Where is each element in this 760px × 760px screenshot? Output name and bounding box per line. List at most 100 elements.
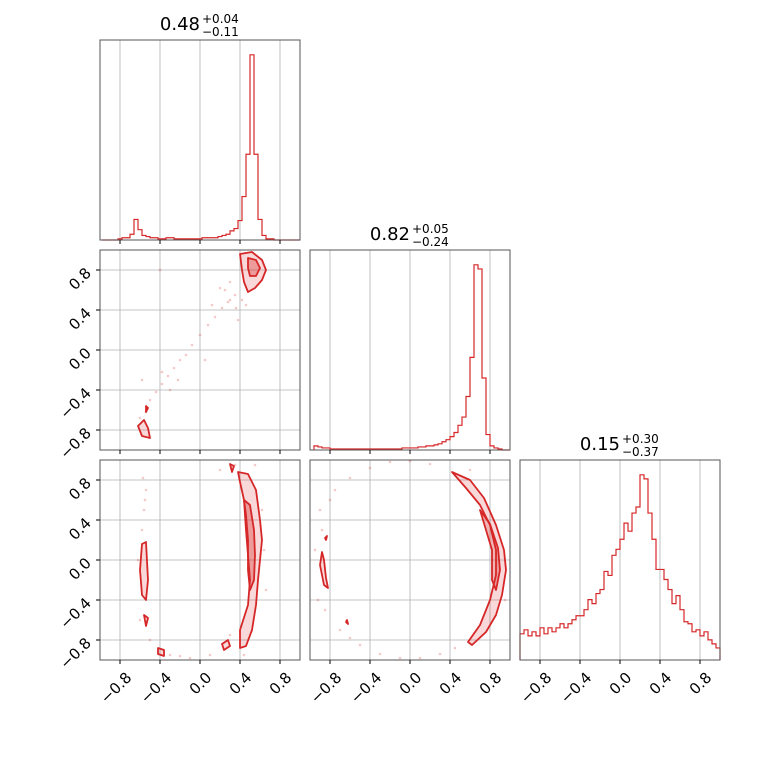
sample-point	[262, 548, 266, 552]
sample-point	[320, 528, 324, 532]
sample-point	[244, 303, 248, 307]
y-tick-label: 0.8	[65, 474, 95, 504]
sample-point	[166, 374, 170, 378]
x-tick-label: −0.8	[97, 669, 135, 707]
sample-point	[323, 608, 327, 612]
y-tick-label: 0.4	[65, 304, 95, 334]
title-param-2-median: 0.82	[370, 224, 410, 245]
x-tick-label: 0.4	[226, 669, 256, 699]
sample-point	[333, 488, 337, 492]
contour-outer	[319, 551, 329, 589]
y-tick-label: 0.4	[65, 514, 95, 544]
sample-point	[223, 288, 227, 292]
sample-point	[228, 633, 232, 637]
sample-point	[398, 656, 402, 660]
title-param-1-plus: +0.04	[202, 12, 239, 26]
contour-outer	[157, 647, 165, 657]
y-tick-label: 0.8	[65, 264, 95, 294]
sample-point	[318, 508, 322, 512]
sample-point	[368, 466, 372, 470]
marginal-panel-2	[309, 249, 511, 454]
x-tick-label: 0.0	[186, 669, 216, 699]
x-tick-label: −0.4	[557, 669, 595, 707]
contour-inner	[145, 405, 149, 413]
sample-point	[158, 268, 162, 272]
sample-point	[176, 378, 180, 382]
y-tick-label: 0.0	[65, 344, 95, 374]
pair-panel-1-3: −0.8 −0.4 0.0 0.4 0.8−0.8−0.40.00.40.8	[56, 459, 301, 707]
x-tick-label: −0.4	[347, 669, 385, 707]
sample-point	[138, 416, 142, 420]
sample-point	[236, 318, 240, 322]
x-tick-label: −0.8	[517, 669, 555, 707]
title-param-3-median: 0.15	[580, 434, 620, 455]
contour-outer	[137, 419, 151, 439]
sample-point	[213, 315, 217, 319]
sample-point	[141, 476, 145, 480]
contour-inner	[243, 499, 256, 591]
title-param-1-median: 0.48	[160, 14, 200, 35]
x-tick-label: −0.4	[137, 669, 175, 707]
title-param-3-minus: −0.37	[622, 445, 659, 459]
sample-point	[438, 652, 442, 656]
contour-outer	[229, 463, 235, 473]
contour-outer	[237, 471, 263, 649]
sample-point	[226, 300, 230, 304]
sample-point	[228, 280, 232, 284]
sample-point	[206, 323, 210, 327]
sample-point	[148, 398, 152, 402]
contour-outer	[139, 541, 149, 601]
sample-point	[418, 656, 422, 660]
sample-point	[172, 366, 176, 370]
sample-point	[316, 598, 320, 602]
sample-point	[178, 358, 182, 362]
y-tick-label: −0.8	[56, 424, 94, 462]
x-tick-label: 0.4	[646, 669, 676, 699]
sample-point	[142, 508, 146, 512]
pair-panel-1-2: −0.8−0.4 0.0 0.4 0.8	[56, 249, 301, 463]
contour-outer	[345, 619, 349, 625]
sample-point	[428, 462, 432, 466]
sample-point	[144, 488, 148, 492]
contour-outer	[143, 614, 149, 627]
sample-point	[188, 656, 192, 660]
y-tick-label: −0.4	[56, 594, 94, 632]
sample-point	[328, 498, 332, 502]
sample-point	[260, 508, 264, 512]
sample-point	[388, 460, 392, 464]
sample-point	[240, 298, 244, 302]
sample-point	[253, 463, 257, 467]
sample-point	[338, 628, 342, 632]
sample-point	[264, 588, 268, 592]
contour-outer	[324, 535, 328, 541]
sample-point	[218, 468, 222, 472]
sample-point	[148, 638, 152, 642]
title-param-1-minus: −0.11	[202, 25, 239, 39]
x-tick-label: 0.8	[266, 669, 296, 699]
x-tick-label: 0.0	[396, 669, 426, 699]
sample-point	[184, 353, 188, 357]
sample-point	[203, 358, 207, 362]
sample-point	[228, 298, 232, 302]
sample-point	[160, 370, 164, 374]
sample-point	[168, 653, 172, 657]
sample-point	[168, 388, 172, 392]
sample-point	[503, 598, 507, 602]
sample-point	[140, 528, 144, 532]
sample-point	[160, 382, 164, 386]
x-tick-label: 0.4	[436, 669, 466, 699]
title-param-2-plus: +0.05	[412, 222, 449, 236]
sample-point	[313, 548, 317, 552]
marginal-panel-3: −0.8 −0.4 0.0 0.4 0.8	[517, 459, 721, 707]
contour-outer	[221, 639, 231, 651]
x-tick-label: 0.8	[686, 669, 716, 699]
contour-inner	[247, 257, 261, 277]
sample-point	[210, 303, 214, 307]
sample-point	[234, 306, 238, 310]
sample-point	[233, 293, 237, 297]
contour-inner	[479, 509, 501, 591]
y-tick-label: 0.0	[65, 554, 95, 584]
histogram-2	[313, 264, 510, 451]
sample-point	[138, 618, 142, 622]
